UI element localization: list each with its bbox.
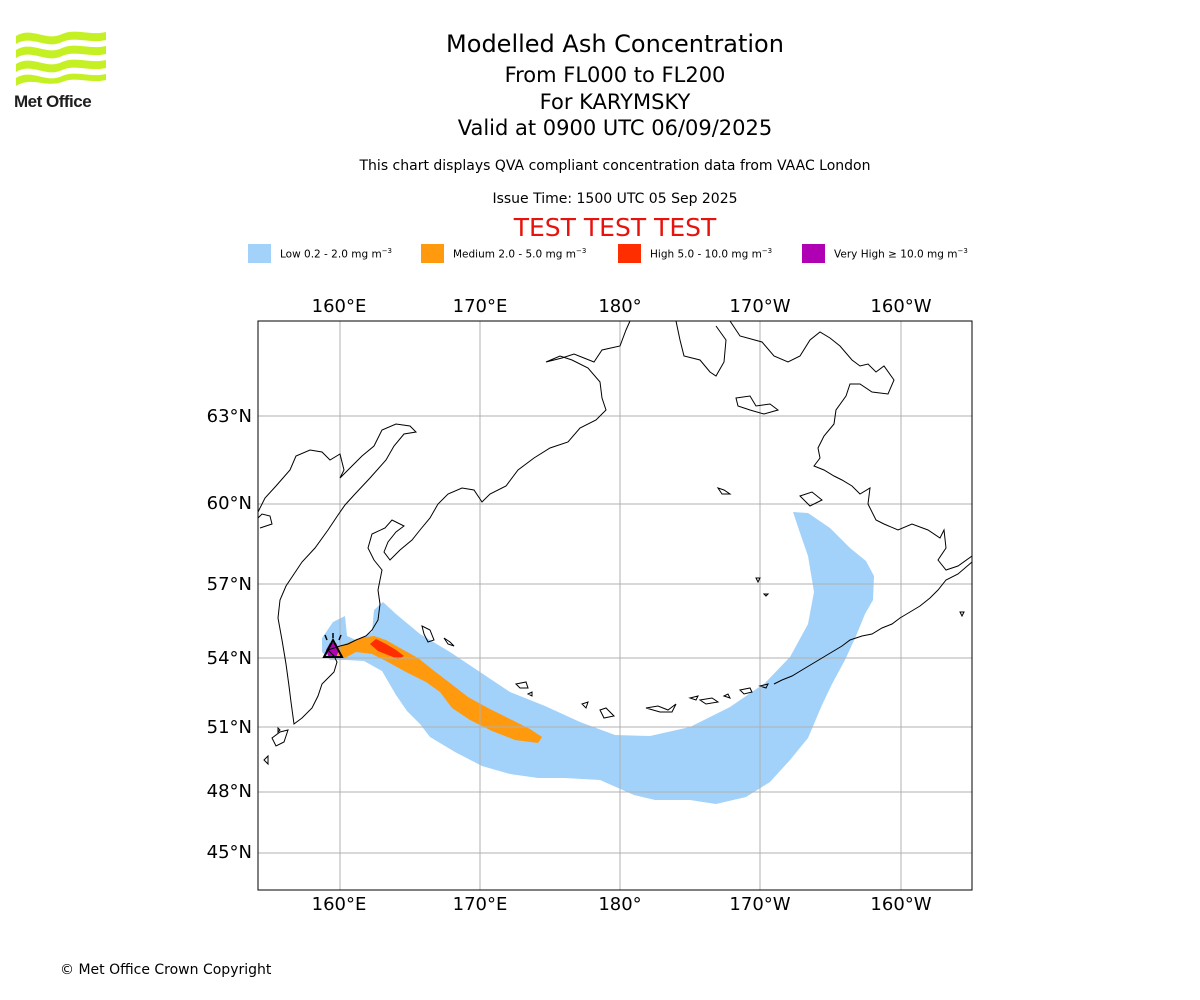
copyright-notice: © Met Office Crown Copyright <box>60 962 272 978</box>
x-tick-labels-bottom: 160°E 170°E 180° 170°W 160°W <box>312 894 932 915</box>
x-tick-top-180: 180° <box>598 296 641 317</box>
y-tick-45n: 45°N <box>207 842 252 863</box>
ash-area-high <box>370 639 404 659</box>
legend-label-low: Low 0.2 - 2.0 mg m−3 <box>280 247 393 261</box>
coastlines <box>258 321 972 766</box>
ash-area-low <box>322 512 874 804</box>
valid-time: Valid at 0900 UTC 06/09/2025 <box>457 116 773 140</box>
x-tick-bottom-170w: 170°W <box>729 894 790 915</box>
x-tick-top-160w: 160°W <box>870 296 931 317</box>
legend-label-very-high: Very High ≥ 10.0 mg m−3 <box>834 247 968 261</box>
x-tick-bottom-180: 180° <box>598 894 641 915</box>
issue-time: Issue Time: 1500 UTC 05 Sep 2025 <box>492 191 738 207</box>
coastline-aleutians <box>514 681 769 719</box>
legend-swatch-very-high <box>802 244 825 263</box>
logo-wordmark: Met Office <box>14 92 92 111</box>
legend-label-medium: Medium 2.0 - 5.0 mg m−3 <box>453 247 587 261</box>
coastline-alaska-peninsula <box>773 561 972 685</box>
x-tick-top-170w: 170°W <box>729 296 790 317</box>
coastline-commander-islands <box>421 625 455 647</box>
graticule <box>258 321 972 890</box>
test-banner: TEST TEST TEST <box>513 213 717 242</box>
legend-label-high: High 5.0 - 10.0 mg m−3 <box>650 247 773 261</box>
x-tick-top-160e: 160°E <box>312 296 367 317</box>
met-office-waves-icon <box>16 31 106 86</box>
flight-level-range: From FL000 to FL200 <box>504 63 726 87</box>
y-tick-57n: 57°N <box>207 574 252 595</box>
chart-description: This chart displays QVA compliant concen… <box>359 158 871 174</box>
volcano-triangle-icon <box>322 637 344 658</box>
legend-swatch-low <box>248 244 271 263</box>
volcano-plume-icon <box>324 633 342 641</box>
volcano-marker <box>322 633 344 658</box>
y-tick-54n: 54°N <box>207 648 252 669</box>
volcano-name: For KARYMSKY <box>539 90 691 114</box>
coastline-kurils <box>263 726 289 766</box>
x-tick-labels-top: 160°E 170°E 180° 170°W 160°W <box>312 296 932 317</box>
y-tick-63n: 63°N <box>207 406 252 427</box>
ash-area-medium <box>334 636 542 743</box>
met-office-logo: Met Office <box>14 28 110 112</box>
x-tick-bottom-170e: 170°E <box>453 894 508 915</box>
y-tick-60n: 60°N <box>207 493 252 514</box>
chart-title: Modelled Ash Concentration <box>446 30 784 58</box>
coastline-bering-islands <box>716 395 965 618</box>
y-tick-48n: 48°N <box>207 781 252 802</box>
y-tick-labels: 63°N 60°N 57°N 54°N 51°N 48°N 45°N <box>207 406 252 863</box>
map-frame <box>257 320 973 891</box>
legend-swatch-high <box>618 244 641 263</box>
x-tick-top-170e: 170°E <box>453 296 508 317</box>
x-tick-bottom-160e: 160°E <box>312 894 367 915</box>
y-tick-51n: 51°N <box>207 717 252 738</box>
coastline-kamchatka <box>258 321 631 725</box>
coastline-alaska <box>675 321 972 571</box>
legend-swatch-medium <box>421 244 444 263</box>
x-tick-bottom-160w: 160°W <box>870 894 931 915</box>
